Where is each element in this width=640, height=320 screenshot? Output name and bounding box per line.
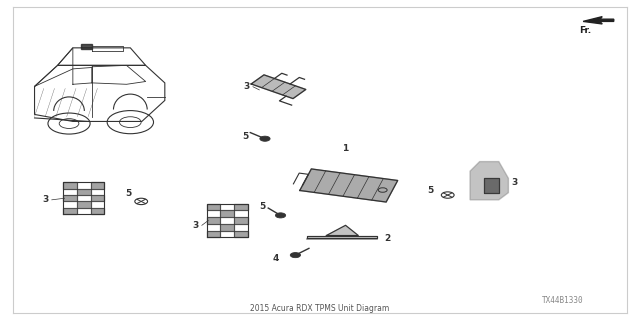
- Text: 2015 Acura RDX TPMS Unit Diagram: 2015 Acura RDX TPMS Unit Diagram: [250, 304, 390, 313]
- Polygon shape: [234, 217, 248, 224]
- Polygon shape: [207, 204, 221, 211]
- Polygon shape: [91, 208, 104, 214]
- Polygon shape: [63, 182, 77, 189]
- Text: 3: 3: [42, 195, 49, 204]
- Text: 5: 5: [242, 132, 248, 140]
- Circle shape: [291, 252, 301, 258]
- Polygon shape: [91, 182, 104, 189]
- Polygon shape: [91, 195, 104, 201]
- Text: 5: 5: [259, 202, 266, 211]
- Text: 2: 2: [384, 234, 390, 243]
- Polygon shape: [221, 211, 234, 217]
- Text: 3: 3: [193, 221, 198, 230]
- Text: 3: 3: [243, 82, 250, 91]
- Polygon shape: [326, 225, 358, 236]
- Polygon shape: [484, 178, 499, 193]
- Text: 1: 1: [342, 144, 349, 153]
- Text: 3: 3: [511, 178, 518, 187]
- Polygon shape: [63, 208, 77, 214]
- Polygon shape: [77, 201, 91, 208]
- Polygon shape: [234, 204, 248, 211]
- Polygon shape: [470, 162, 508, 200]
- Polygon shape: [234, 231, 248, 237]
- Polygon shape: [207, 217, 221, 224]
- Text: TX44B1330: TX44B1330: [542, 296, 584, 305]
- Circle shape: [275, 213, 285, 218]
- Polygon shape: [221, 224, 234, 231]
- Polygon shape: [63, 195, 77, 201]
- Text: 5: 5: [125, 189, 132, 198]
- Text: 4: 4: [272, 254, 278, 263]
- Polygon shape: [583, 17, 614, 24]
- Polygon shape: [300, 169, 397, 202]
- Text: Fr.: Fr.: [579, 26, 591, 35]
- Polygon shape: [251, 75, 306, 99]
- Text: 5: 5: [428, 186, 434, 195]
- Polygon shape: [307, 236, 378, 238]
- Circle shape: [260, 136, 270, 141]
- Polygon shape: [77, 189, 91, 195]
- Polygon shape: [207, 231, 221, 237]
- Polygon shape: [81, 44, 92, 49]
